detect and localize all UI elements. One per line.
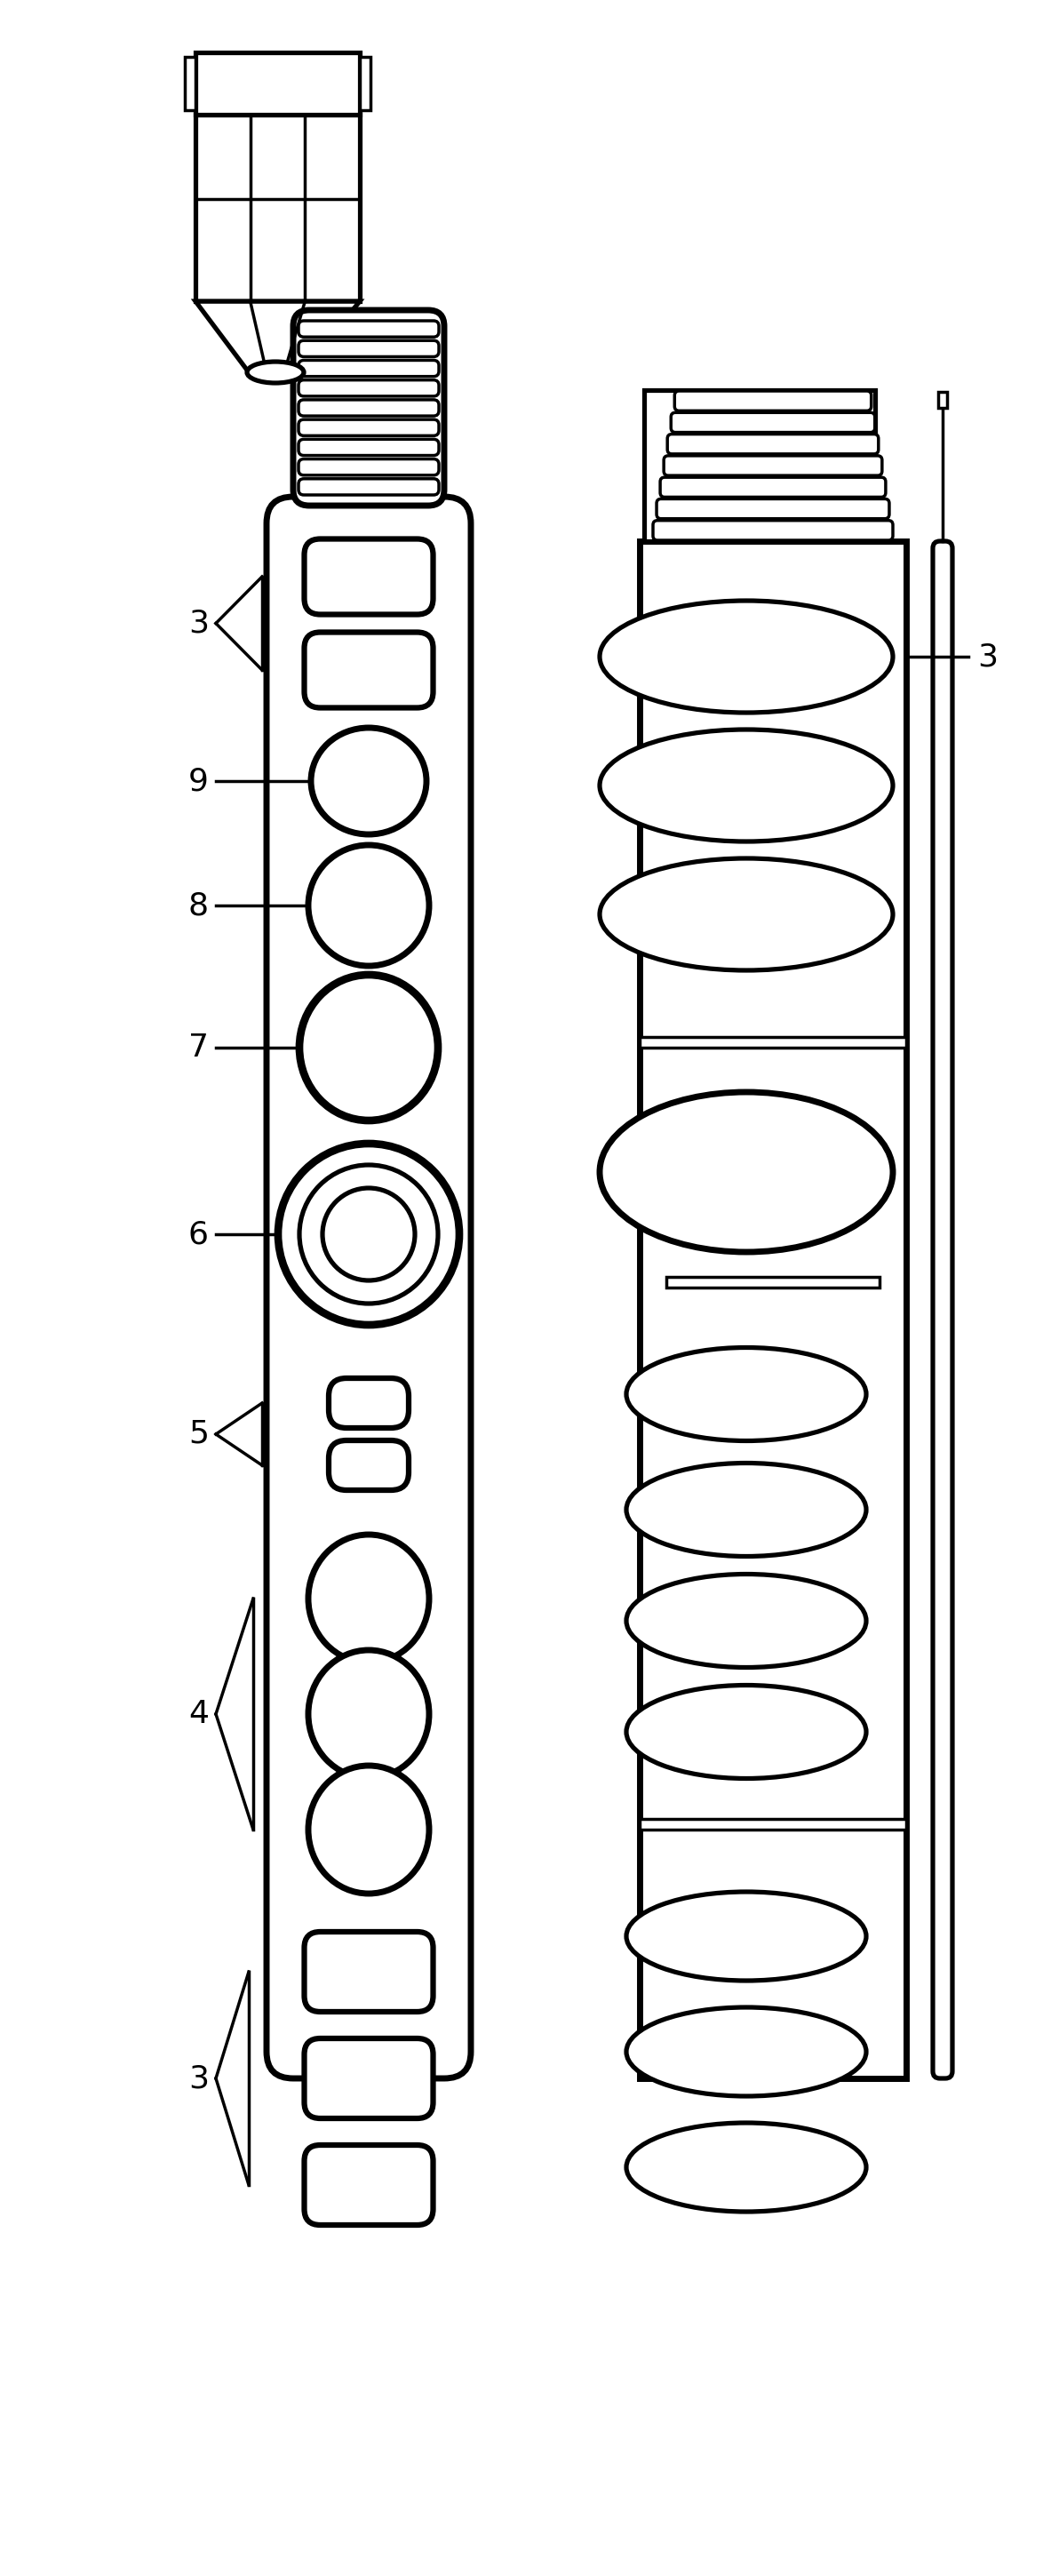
FancyBboxPatch shape xyxy=(660,477,886,497)
Ellipse shape xyxy=(627,1574,866,1667)
Text: 5: 5 xyxy=(189,1419,209,1450)
FancyBboxPatch shape xyxy=(675,392,871,410)
Text: 6: 6 xyxy=(189,1218,209,1249)
Ellipse shape xyxy=(311,729,427,835)
Ellipse shape xyxy=(627,1685,866,1777)
Bar xyxy=(639,1038,906,1048)
Polygon shape xyxy=(195,301,360,374)
Ellipse shape xyxy=(627,1347,866,1440)
Bar xyxy=(639,541,906,2079)
Ellipse shape xyxy=(309,1651,429,1777)
Bar xyxy=(360,57,370,111)
Text: 3: 3 xyxy=(189,2063,209,2094)
FancyBboxPatch shape xyxy=(663,456,882,477)
Text: 8: 8 xyxy=(188,891,209,920)
FancyBboxPatch shape xyxy=(668,435,878,453)
Text: 7: 7 xyxy=(189,1033,209,1064)
Text: 4: 4 xyxy=(189,1700,209,1728)
FancyBboxPatch shape xyxy=(305,1932,433,2012)
Bar xyxy=(195,52,360,113)
Bar xyxy=(938,392,947,407)
Ellipse shape xyxy=(278,1144,459,1324)
FancyBboxPatch shape xyxy=(298,440,439,456)
FancyBboxPatch shape xyxy=(298,479,439,495)
Ellipse shape xyxy=(600,729,893,842)
FancyBboxPatch shape xyxy=(657,500,890,518)
Ellipse shape xyxy=(627,1463,866,1556)
Ellipse shape xyxy=(600,1092,893,1252)
Ellipse shape xyxy=(600,600,893,714)
FancyBboxPatch shape xyxy=(298,322,439,337)
Ellipse shape xyxy=(309,1535,429,1662)
Ellipse shape xyxy=(600,858,893,971)
Text: 3: 3 xyxy=(977,641,998,672)
FancyBboxPatch shape xyxy=(298,459,439,474)
FancyBboxPatch shape xyxy=(293,309,444,505)
FancyBboxPatch shape xyxy=(298,381,439,397)
FancyBboxPatch shape xyxy=(329,1440,409,1489)
FancyBboxPatch shape xyxy=(671,412,875,433)
Ellipse shape xyxy=(627,2123,866,2213)
FancyBboxPatch shape xyxy=(298,361,439,376)
FancyBboxPatch shape xyxy=(305,631,433,708)
Bar xyxy=(195,113,360,301)
FancyBboxPatch shape xyxy=(305,2038,433,2117)
Ellipse shape xyxy=(309,845,429,966)
Text: 9: 9 xyxy=(189,765,209,796)
FancyBboxPatch shape xyxy=(298,399,439,415)
Ellipse shape xyxy=(299,1164,438,1303)
Bar xyxy=(639,1819,906,1829)
Bar xyxy=(645,389,875,541)
Text: 3: 3 xyxy=(189,608,209,639)
FancyBboxPatch shape xyxy=(329,1378,409,1427)
Ellipse shape xyxy=(627,2007,866,2097)
FancyBboxPatch shape xyxy=(305,538,433,616)
Bar xyxy=(666,1278,879,1288)
Ellipse shape xyxy=(322,1188,415,1280)
FancyBboxPatch shape xyxy=(267,497,470,2079)
Ellipse shape xyxy=(309,1765,429,1893)
FancyBboxPatch shape xyxy=(653,520,893,541)
Ellipse shape xyxy=(299,974,438,1121)
FancyBboxPatch shape xyxy=(305,2146,433,2226)
FancyBboxPatch shape xyxy=(298,340,439,355)
FancyBboxPatch shape xyxy=(298,420,439,435)
Ellipse shape xyxy=(627,1891,866,1981)
FancyBboxPatch shape xyxy=(932,541,952,2079)
Ellipse shape xyxy=(247,361,304,384)
Bar xyxy=(185,57,195,111)
